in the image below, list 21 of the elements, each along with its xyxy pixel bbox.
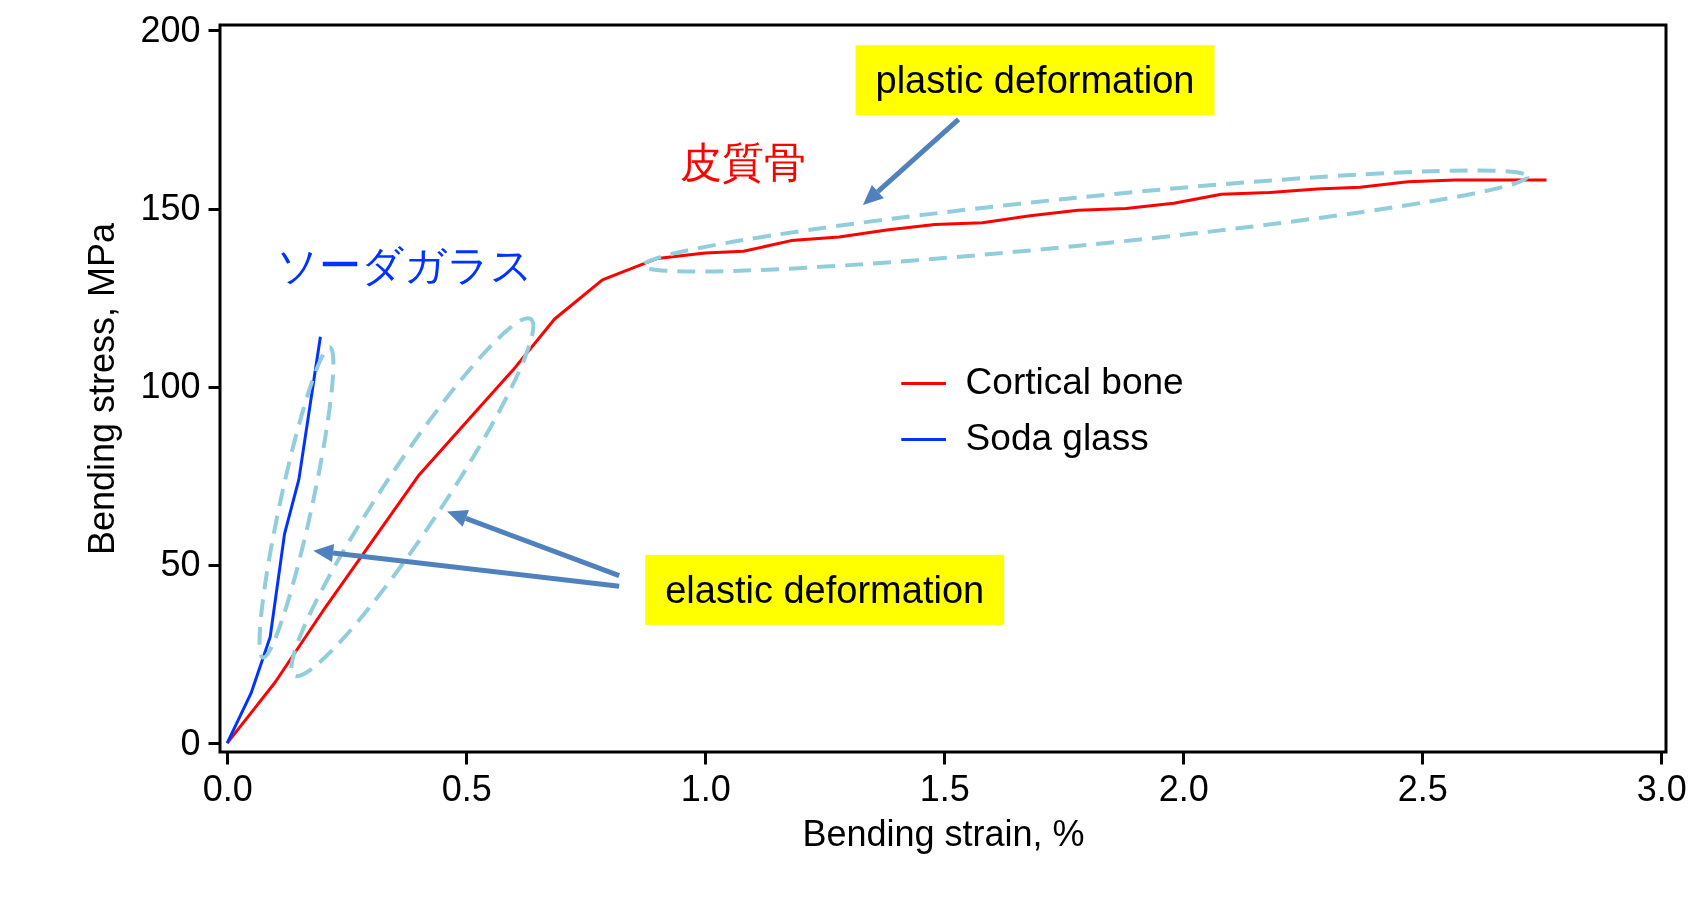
x-tick-label: 3.0 xyxy=(1636,767,1687,809)
y-tick-label: 50 xyxy=(160,543,201,585)
x-tick-label: 0.5 xyxy=(441,767,492,809)
x-tick-label: 0.0 xyxy=(202,767,253,809)
x-tick-label: 1.0 xyxy=(680,767,731,809)
annotation: plastic deformation xyxy=(875,59,1195,102)
y-tick-label: 200 xyxy=(140,8,201,50)
line-series xyxy=(225,335,322,745)
y-axis-title: Bending stress, MPa xyxy=(81,221,123,556)
legend-label: Cortical bone xyxy=(965,361,1184,403)
y-tick-label: 150 xyxy=(140,187,201,229)
y-tick-label: 100 xyxy=(140,365,201,407)
annotation: elastic deformation xyxy=(665,568,985,611)
x-axis-title: Bending strain, % xyxy=(802,812,1085,854)
legend-label: Soda glass xyxy=(965,417,1149,459)
y-tick-label: 0 xyxy=(180,721,201,763)
x-tick-label: 1.5 xyxy=(919,767,970,809)
x-tick-label: 2.5 xyxy=(1397,767,1448,809)
annotation: 皮質骨 xyxy=(680,137,807,187)
annotation: ソーダガラス xyxy=(275,241,533,291)
x-tick-label: 2.0 xyxy=(1158,767,1209,809)
